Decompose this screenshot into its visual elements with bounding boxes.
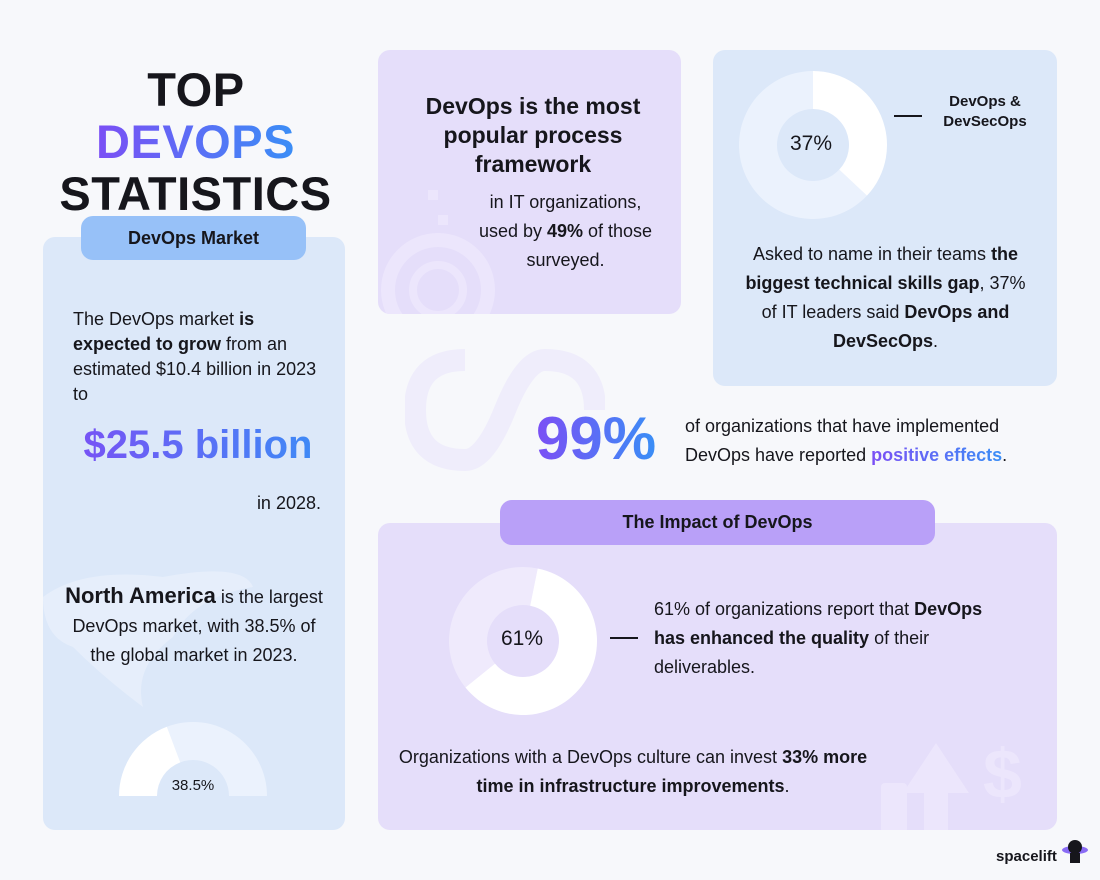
market-big-value: $25.5 billion xyxy=(63,423,333,468)
donut-remainder xyxy=(449,567,538,688)
market-card: The DevOps market is expected to grow fr… xyxy=(43,237,345,830)
skills-donut-label: 37% xyxy=(789,132,833,155)
framework-card: DevOps is the most popular process frame… xyxy=(378,50,681,314)
impact-time-text: Organizations with a DevOps culture can … xyxy=(398,747,868,796)
infinity-icon xyxy=(405,348,605,472)
gauge-remainder xyxy=(166,722,267,796)
title-top: TOP xyxy=(147,63,244,116)
framework-text: in IT organizations, used by 49% of thos… xyxy=(478,192,653,270)
title-devops: DEVOPS xyxy=(96,115,295,168)
donut-value-segment xyxy=(813,71,887,196)
market-growth-text: The DevOps market is expected to grow fr… xyxy=(73,309,317,404)
gear-icon xyxy=(381,190,495,314)
impact-tag: The Impact of DevOps xyxy=(500,500,935,545)
market-tag: DevOps Market xyxy=(81,216,306,260)
world-map-icon xyxy=(43,571,253,707)
astronaut-logo-icon xyxy=(1062,840,1088,863)
skills-legend: DevOps & DevSecOps xyxy=(943,93,1027,130)
impact-card: $ 61% 61% of organizations report that D… xyxy=(378,523,1057,830)
impact-donut-label: 61% xyxy=(500,627,544,650)
skills-gap-donut xyxy=(739,71,887,219)
skills-card: 37% DevOps & DevSecOps Asked to name in … xyxy=(713,50,1057,386)
market-year: in 2028. xyxy=(256,493,321,513)
donut-remainder xyxy=(739,71,867,219)
donut-value-segment xyxy=(465,568,597,715)
impact-donut xyxy=(449,567,597,715)
page-title: TOP DEVOPS STATISTICS xyxy=(43,64,348,220)
legend-line xyxy=(894,115,922,117)
gauge-label: 38.5% xyxy=(171,777,215,794)
gauge-value-segment xyxy=(119,726,181,796)
skills-text: Asked to name in their teams the biggest… xyxy=(745,244,1026,351)
spacelift-logo: spacelift xyxy=(996,848,1057,865)
north-america-text: North America is the largest DevOps mark… xyxy=(65,583,323,665)
impact-quality-text: 61% of organizations report that DevOps … xyxy=(654,599,983,677)
title-statistics: STATISTICS xyxy=(59,167,332,220)
positive-big-value: 99% xyxy=(536,405,657,472)
framework-heading: DevOps is the most popular process frame… xyxy=(425,93,641,177)
growth-dollar-icon: $ xyxy=(881,735,1022,830)
impact-legend-line xyxy=(610,637,638,639)
svg-text:$: $ xyxy=(983,735,1022,813)
market-share-gauge xyxy=(119,722,267,796)
positive-text: of organizations that have implemented D… xyxy=(685,416,1008,465)
